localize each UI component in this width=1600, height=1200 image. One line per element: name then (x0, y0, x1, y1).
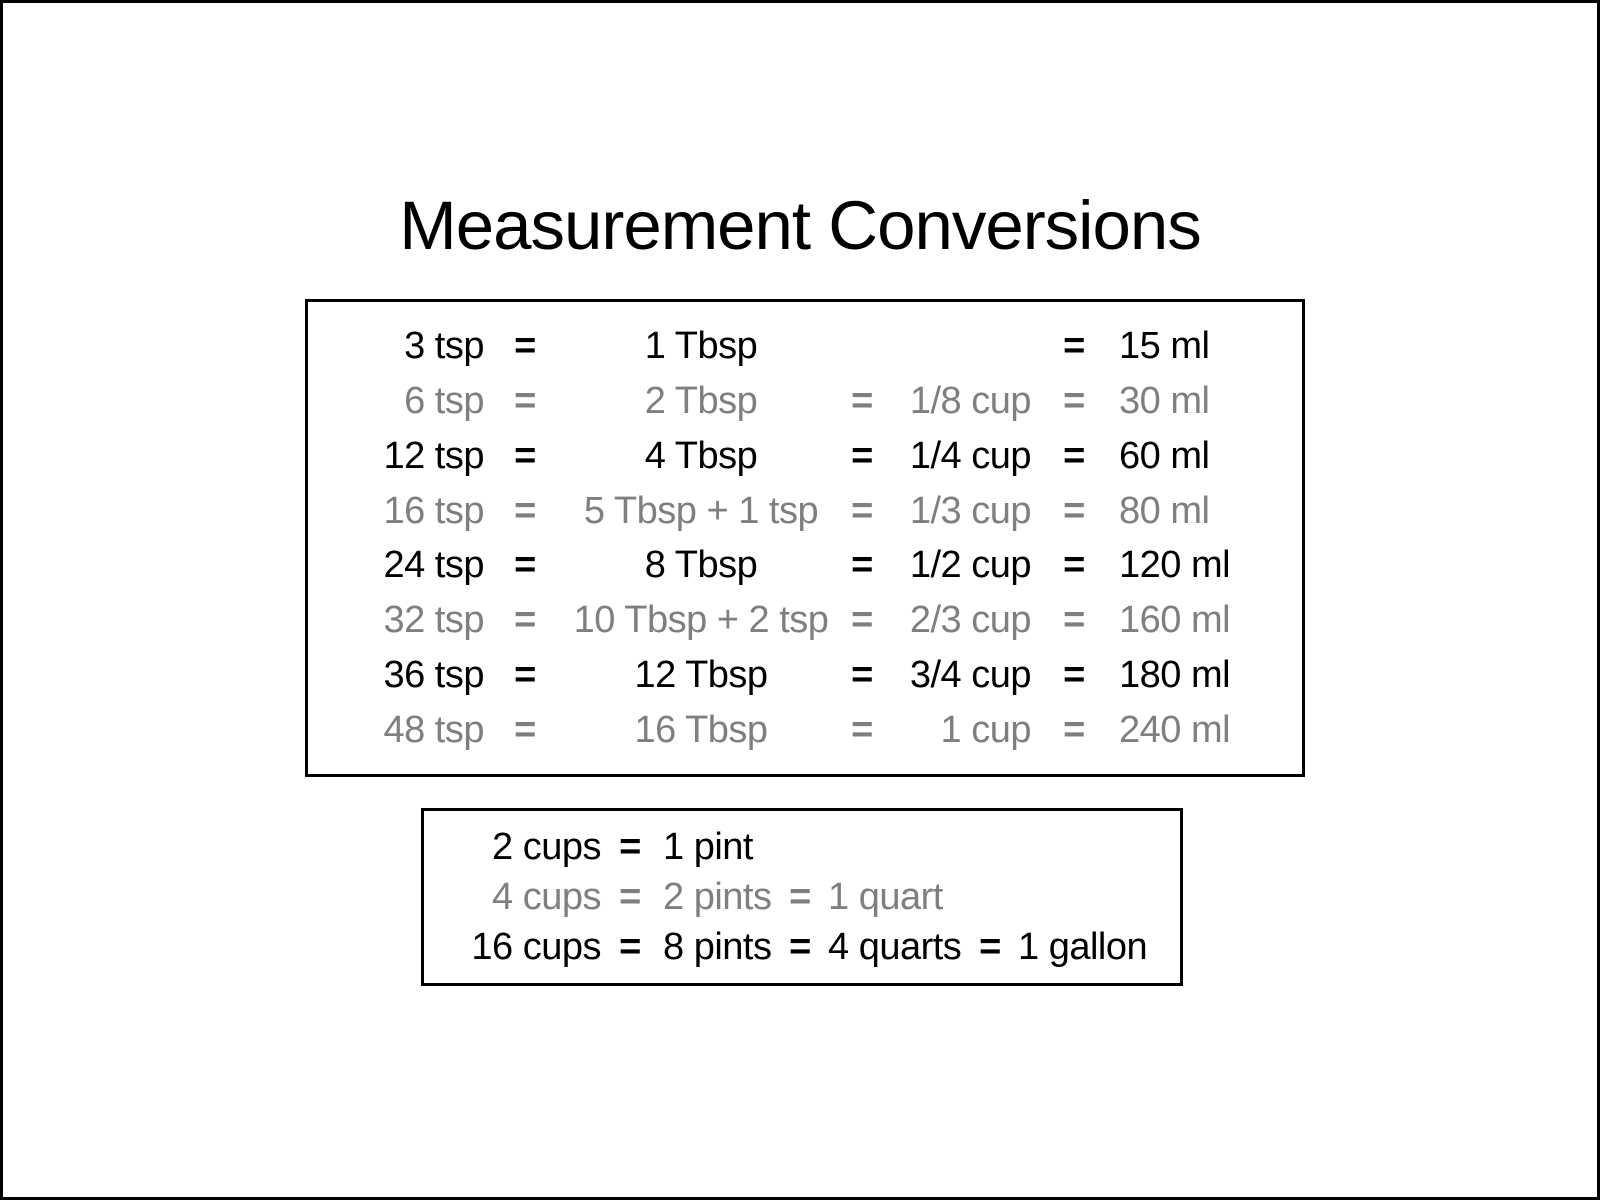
equals-sign: = (851, 544, 873, 587)
equals-sign: = (851, 599, 873, 642)
tsp-value: 32 tsp (383, 599, 484, 642)
equals-sign: = (851, 434, 873, 477)
tsp-value: 24 tsp (383, 544, 484, 587)
equals-sign: = (1063, 324, 1085, 367)
tsp-value: 36 tsp (383, 654, 484, 697)
equals-sign: = (514, 434, 536, 477)
cup-value: 3/4 cup (909, 654, 1032, 697)
equals-sign: = (851, 489, 873, 532)
tbsp-value: 4 Tbsp (644, 434, 758, 477)
tsp-tbsp-cup-ml-table: 3 tsp = 1 Tbsp = 15 ml 6 tsp = 2 Tbsp = … (305, 299, 1305, 777)
table-row: 2 cups = 1 pint (424, 828, 1180, 866)
table-row: 32 tsp = 10 Tbsp + 2 tsp = 2/3 cup = 160… (308, 601, 1302, 639)
table-row: 4 cups = 2 pints = 1 quart (424, 878, 1180, 916)
equals-sign: = (514, 599, 536, 642)
tsp-value: 16 tsp (383, 489, 484, 532)
tbsp-value: 8 Tbsp (644, 544, 758, 587)
gallons-value: 1 gallon (1018, 926, 1148, 968)
equals-sign: = (1063, 434, 1085, 477)
page-title: Measurement Conversions (399, 187, 1202, 264)
pints-value: 2 pints (663, 876, 772, 918)
cup-value: 1/8 cup (909, 379, 1032, 422)
table-row: 24 tsp = 8 Tbsp = 1/2 cup = 120 ml (308, 546, 1302, 584)
equals-sign: = (851, 379, 873, 422)
table-row: 6 tsp = 2 Tbsp = 1/8 cup = 30 ml (308, 382, 1302, 420)
ml-value: 30 ml (1119, 379, 1210, 422)
cups-value: 2 cups (492, 826, 601, 868)
tbsp-value: 16 Tbsp (634, 709, 768, 751)
equals-sign: = (1063, 489, 1085, 532)
equals-sign: = (789, 876, 811, 918)
tbsp-value: 5 Tbsp + 1 tsp (583, 489, 819, 532)
ml-value: 15 ml (1119, 324, 1210, 367)
table-row: 48 tsp = 16 Tbsp = 1 cup = 240 ml (308, 711, 1302, 749)
tsp-value: 48 tsp (383, 709, 484, 751)
equals-sign: = (514, 709, 536, 751)
tbsp-value: 1 Tbsp (644, 324, 758, 367)
tsp-value: 6 tsp (404, 379, 484, 422)
equals-sign: = (514, 324, 536, 367)
cup-value: 1/4 cup (909, 434, 1032, 477)
tbsp-value: 10 Tbsp + 2 tsp (573, 599, 829, 642)
ml-value: 240 ml (1119, 709, 1231, 751)
equals-sign: = (1063, 709, 1085, 751)
table-row: 16 tsp = 5 Tbsp + 1 tsp = 1/3 cup = 80 m… (308, 492, 1302, 530)
table-row: 12 tsp = 4 Tbsp = 1/4 cup = 60 ml (308, 437, 1302, 475)
cups-value: 4 cups (492, 876, 601, 918)
equals-sign: = (514, 654, 536, 697)
equals-sign: = (619, 826, 641, 868)
equals-sign: = (514, 379, 536, 422)
ml-value: 80 ml (1119, 489, 1210, 532)
tbsp-value: 12 Tbsp (634, 654, 768, 697)
equals-sign: = (619, 926, 641, 968)
equals-sign: = (1063, 379, 1085, 422)
pints-value: 1 pint (663, 826, 753, 868)
cup-value: 1/2 cup (909, 544, 1032, 587)
ml-value: 60 ml (1119, 434, 1210, 477)
quarts-value: 1 quart (828, 876, 943, 918)
cup-value: 1/3 cup (909, 489, 1032, 532)
tsp-value: 12 tsp (383, 434, 484, 477)
equals-sign: = (979, 926, 1001, 968)
ml-value: 160 ml (1119, 599, 1231, 642)
equals-sign: = (789, 926, 811, 968)
cups-pints-quarts-gallons-table: 2 cups = 1 pint 4 cups = 2 pints = 1 qua… (421, 808, 1183, 986)
pints-value: 8 pints (663, 926, 772, 968)
equals-sign: = (514, 489, 536, 532)
ml-value: 180 ml (1119, 654, 1231, 697)
equals-sign: = (514, 544, 536, 587)
table-row: 3 tsp = 1 Tbsp = 15 ml (308, 327, 1302, 365)
cups-value: 16 cups (471, 926, 601, 968)
equals-sign: = (1063, 654, 1085, 697)
equals-sign: = (1063, 544, 1085, 587)
tbsp-value: 2 Tbsp (644, 379, 758, 422)
equals-sign: = (851, 654, 873, 697)
cup-value: 2/3 cup (909, 599, 1032, 642)
tsp-value: 3 tsp (404, 324, 484, 367)
table-row: 16 cups = 8 pints = 4 quarts = 1 gallon (424, 928, 1180, 966)
table-row: 36 tsp = 12 Tbsp = 3/4 cup = 180 ml (308, 656, 1302, 694)
cup-value: 1 cup (940, 709, 1032, 751)
ml-value: 120 ml (1119, 544, 1231, 587)
quarts-value: 4 quarts (828, 926, 962, 968)
equals-sign: = (851, 709, 873, 751)
equals-sign: = (619, 876, 641, 918)
equals-sign: = (1063, 599, 1085, 642)
